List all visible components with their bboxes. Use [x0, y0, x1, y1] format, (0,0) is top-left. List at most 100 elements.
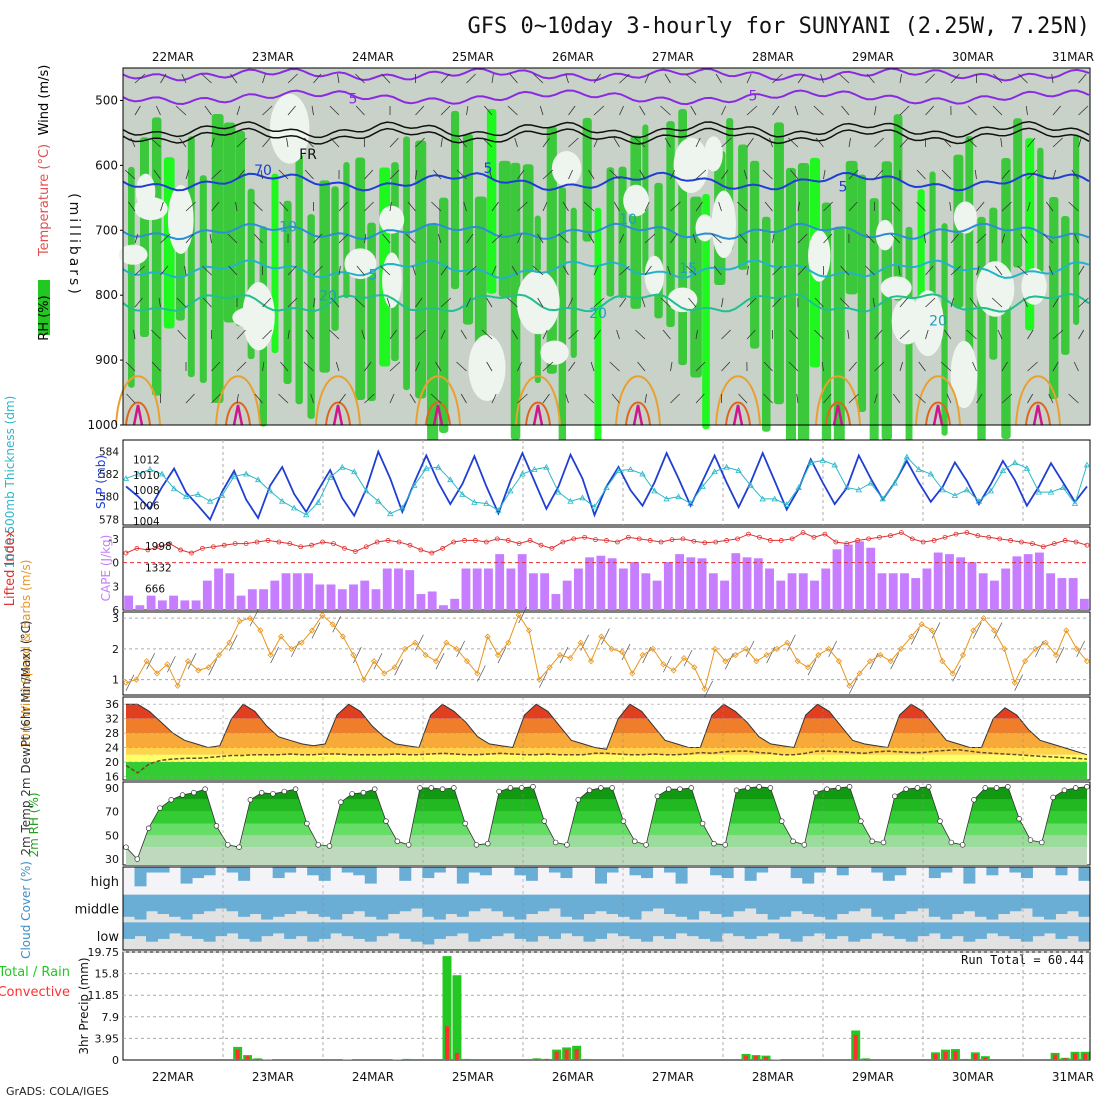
thickness-point	[927, 470, 935, 477]
cloud-bar-low	[825, 922, 838, 939]
thickness-point	[363, 487, 370, 494]
cloud-row-label: high	[91, 875, 119, 890]
isoline-magenta-bump	[1032, 404, 1044, 426]
wind-barb	[1052, 361, 1059, 372]
cape-bar	[855, 541, 864, 610]
wind-barb	[415, 169, 418, 180]
wind-barb	[236, 137, 247, 148]
wind-point	[391, 664, 398, 671]
cloud-bar-middle	[963, 894, 976, 912]
rh-moist-column	[965, 135, 974, 390]
wind-barb	[1078, 105, 1089, 116]
wind-point	[763, 651, 770, 659]
cloud-bar-high	[157, 867, 170, 873]
wind-point	[887, 658, 894, 665]
precip-convective-bar	[544, 1058, 549, 1060]
li-point	[582, 534, 588, 540]
rh-point	[191, 789, 197, 796]
temp-ytick: 28	[105, 727, 119, 740]
cloud-bar-low	[123, 922, 136, 939]
wind-point	[1001, 645, 1008, 652]
cloud-bar-middle	[940, 894, 953, 920]
thickness-point	[1059, 484, 1067, 490]
wind-barb	[991, 297, 1003, 308]
wind-barb	[644, 393, 647, 404]
precip-convective-bar	[445, 1026, 449, 1060]
cape-bar	[304, 573, 313, 610]
cape-bar	[641, 573, 651, 610]
wind-barb	[1027, 361, 1038, 372]
thickness-point	[615, 467, 622, 473]
top-date-label: 29MAR	[852, 50, 894, 64]
wind-barb	[848, 169, 859, 180]
wind-point	[412, 639, 419, 646]
rh-point	[394, 838, 401, 845]
li-point	[571, 536, 577, 542]
rh-dry-patch	[468, 334, 506, 401]
rh-moist-column	[415, 140, 427, 399]
wind-point	[691, 664, 698, 671]
wind-point	[970, 627, 977, 634]
wind-barb	[437, 233, 442, 244]
rh-moist-column	[750, 160, 760, 349]
rh-point	[281, 788, 288, 795]
cape-bar	[753, 558, 763, 610]
rh-point	[948, 839, 955, 846]
li-point	[800, 530, 806, 535]
cloud-bar-high	[479, 867, 492, 876]
chart-title: GFS 0~10day 3-hourly for SUNYANI (2.25W,…	[467, 14, 1090, 39]
rh-moist-column	[785, 167, 797, 452]
cloud-bar-high	[1078, 867, 1091, 881]
rh-dry-patch	[911, 290, 944, 357]
temp-ytick: 20	[105, 756, 119, 769]
wind-barb	[993, 73, 1003, 84]
wind-barb	[763, 361, 773, 372]
wind-barb	[511, 329, 518, 340]
wind-point	[732, 651, 739, 659]
rh-moist-column	[187, 136, 195, 378]
li-point	[986, 534, 992, 540]
wind-barb	[593, 329, 601, 340]
wind-barb	[160, 201, 164, 212]
cloud-bar-low	[1078, 922, 1091, 942]
thickness-point	[1047, 488, 1055, 495]
wind-barb	[619, 105, 624, 116]
cloud-bar-high	[871, 867, 884, 873]
cape-bar	[439, 605, 448, 610]
cape-bar	[832, 549, 842, 610]
thickness-point	[855, 486, 862, 493]
cloud-bar-low	[710, 922, 723, 942]
cape-bar	[292, 573, 302, 610]
isoline-label: 10	[619, 212, 637, 228]
cloud-bar-low	[169, 922, 182, 934]
wind-point	[443, 639, 450, 646]
cloud-row-label: middle	[75, 903, 119, 918]
rh-point	[1039, 839, 1045, 846]
dewpoint-line	[125, 748, 1088, 774]
wind-barb	[619, 233, 625, 244]
wind-point	[463, 658, 471, 665]
rh-ylabel: 2m RH (%)	[27, 792, 41, 857]
wind-point	[494, 651, 502, 659]
precip-convective-bar	[1053, 1054, 1058, 1060]
wind-barb	[695, 329, 698, 340]
rh-band	[126, 847, 1087, 865]
wind-barb	[997, 329, 1003, 340]
wind-barb	[1042, 233, 1054, 244]
rh-point	[428, 785, 435, 791]
isoline-darkorange-bump	[825, 401, 851, 426]
cloud-bar-high	[180, 867, 193, 884]
rh-moist-column	[331, 186, 339, 331]
wind-barb	[286, 137, 289, 148]
wind-barb	[609, 361, 620, 372]
cape-bar	[1012, 556, 1022, 610]
wind-point	[484, 633, 491, 640]
wind-barb	[1001, 361, 1008, 372]
cloud-bar-low	[180, 922, 193, 937]
thickness-point	[627, 466, 634, 472]
isoline-label: 5	[749, 88, 758, 104]
wind-barb	[848, 361, 857, 372]
wind-barb	[287, 105, 296, 116]
wind-barb	[355, 105, 365, 116]
precip-convective-bar	[245, 1056, 250, 1060]
